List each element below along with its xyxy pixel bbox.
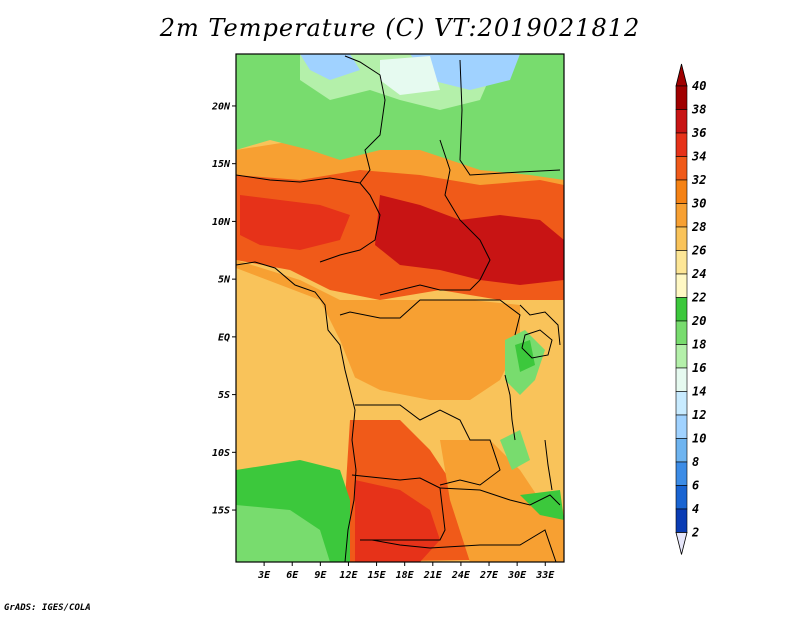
colorbar-label: 22 bbox=[691, 291, 706, 305]
lon-tick-label: 24E bbox=[451, 570, 471, 581]
colorbar-label: 10 bbox=[692, 432, 706, 446]
colorbar-swatch bbox=[675, 156, 688, 181]
lat-tick-label: 5N bbox=[218, 275, 231, 286]
colorbar-label: 34 bbox=[691, 150, 706, 164]
colorbar-label: 2 bbox=[691, 526, 699, 540]
lat-ticks: 20N 15N 10N 5N EQ 5S 10S 15S bbox=[211, 101, 236, 517]
colorbar-label: 28 bbox=[691, 220, 706, 234]
field-southeast-green2 bbox=[500, 430, 530, 470]
colorbar-swatch bbox=[675, 226, 688, 251]
lon-tick-label: 33E bbox=[535, 570, 555, 581]
colorbar-swatch bbox=[675, 508, 688, 533]
colorbar-swatch bbox=[675, 320, 688, 345]
colorbar-bottom-arrow bbox=[675, 532, 688, 555]
colorbar-label: 24 bbox=[691, 267, 706, 281]
colorbar-label: 32 bbox=[691, 173, 706, 187]
lat-tick-label: 15S bbox=[212, 506, 230, 517]
lon-tick-label: 15E bbox=[368, 570, 387, 581]
border-zambia bbox=[439, 487, 561, 506]
field-east-green2 bbox=[515, 340, 535, 372]
colorbar-label: 14 bbox=[692, 385, 706, 399]
colorbar-swatch bbox=[675, 485, 688, 510]
coast-west-africa bbox=[236, 261, 357, 562]
field-north-mint bbox=[380, 56, 440, 95]
map-frame bbox=[235, 53, 565, 563]
colorbar-label: 26 bbox=[691, 244, 706, 258]
colorbar-label: 38 bbox=[691, 103, 706, 117]
lon-tick-label: 12E bbox=[339, 570, 358, 581]
lat-tick-label: 20N bbox=[211, 101, 231, 112]
lat-tick-label: 15N bbox=[212, 159, 231, 170]
border-sahel bbox=[236, 174, 381, 263]
field-hot-core-central bbox=[375, 195, 564, 285]
colorbar-label: 40 bbox=[692, 79, 706, 93]
colorbar: 40 38 36 34 32 30 28 26 24 22 20 18 16 14 12 10 8 6 4 2 bbox=[675, 63, 706, 555]
colorbar-swatch bbox=[675, 438, 688, 463]
lon-tick-label: 9E bbox=[314, 570, 327, 581]
lon-tick-label: 18E bbox=[396, 570, 415, 581]
field-north-blue2 bbox=[410, 54, 520, 90]
border-drc-south bbox=[355, 404, 501, 486]
colorbar-label: 4 bbox=[692, 502, 699, 516]
border-chad bbox=[344, 55, 386, 184]
field-atlantic-lightgreen bbox=[236, 505, 330, 562]
border-namibia bbox=[371, 529, 557, 562]
colorbar-swatch bbox=[675, 85, 688, 110]
colorbar-swatch bbox=[675, 203, 688, 228]
colorbar-swatch bbox=[675, 414, 688, 439]
colorbar-label: 36 bbox=[691, 126, 706, 140]
field-ocean bbox=[236, 268, 400, 470]
border-angola bbox=[351, 474, 446, 541]
colorbar-label: 6 bbox=[692, 479, 699, 493]
colorbar-swatch bbox=[675, 250, 688, 275]
lat-tick-label: 10S bbox=[212, 448, 230, 459]
colorbar-swatch bbox=[675, 109, 688, 134]
lat-tick-label: 5S bbox=[218, 390, 230, 401]
colorbar-swatch bbox=[675, 391, 688, 416]
border-sudan bbox=[379, 139, 491, 296]
lat-tick-label: 10N bbox=[212, 217, 231, 228]
grads-credit: GrADS: IGES/COLA bbox=[4, 603, 91, 613]
field-equator-tan bbox=[236, 260, 520, 400]
lon-tick-label: 21E bbox=[423, 570, 443, 581]
border-east bbox=[459, 59, 561, 176]
border-uganda bbox=[519, 304, 561, 346]
colorbar-swatch bbox=[675, 179, 688, 204]
lon-tick-label: 30E bbox=[507, 570, 527, 581]
colorbar-swatch bbox=[675, 297, 688, 322]
colorbar-top-arrow bbox=[675, 63, 688, 87]
colorbar-label: 12 bbox=[692, 408, 706, 422]
lat-tick-label: EQ bbox=[218, 332, 230, 343]
lake-malawi bbox=[544, 439, 553, 491]
field-hot-core-west bbox=[240, 195, 350, 250]
colorbar-label: 16 bbox=[692, 361, 706, 375]
map-title: 2m Temperature (C) VT:2019021812 bbox=[159, 14, 641, 42]
field-north-blue bbox=[300, 54, 360, 80]
field-south-red bbox=[355, 480, 440, 562]
temperature-field bbox=[236, 54, 564, 562]
field-south-tan bbox=[440, 440, 564, 562]
colorbar-swatch bbox=[675, 132, 688, 157]
lake-victoria bbox=[521, 329, 553, 359]
lon-tick-label: 27E bbox=[479, 570, 499, 581]
colorbar-swatch bbox=[675, 367, 688, 392]
lon-tick-label: 3E bbox=[257, 570, 271, 581]
border-congo bbox=[339, 299, 521, 336]
colorbar-label: 20 bbox=[691, 314, 706, 328]
colorbar-label: 8 bbox=[692, 455, 699, 469]
borders bbox=[236, 55, 561, 562]
colorbar-label: 30 bbox=[691, 197, 706, 211]
colorbar-swatch bbox=[675, 273, 688, 298]
lon-ticks: 3E 6E 9E 12E 15E 18E 21E 24E 27E 30E 33E bbox=[257, 562, 555, 581]
colorbar-label: 18 bbox=[692, 338, 706, 352]
colorbar-swatch bbox=[675, 461, 688, 486]
lake-tanganyika bbox=[504, 374, 516, 441]
colorbar-swatch bbox=[675, 344, 688, 369]
lon-tick-label: 6E bbox=[286, 570, 299, 581]
